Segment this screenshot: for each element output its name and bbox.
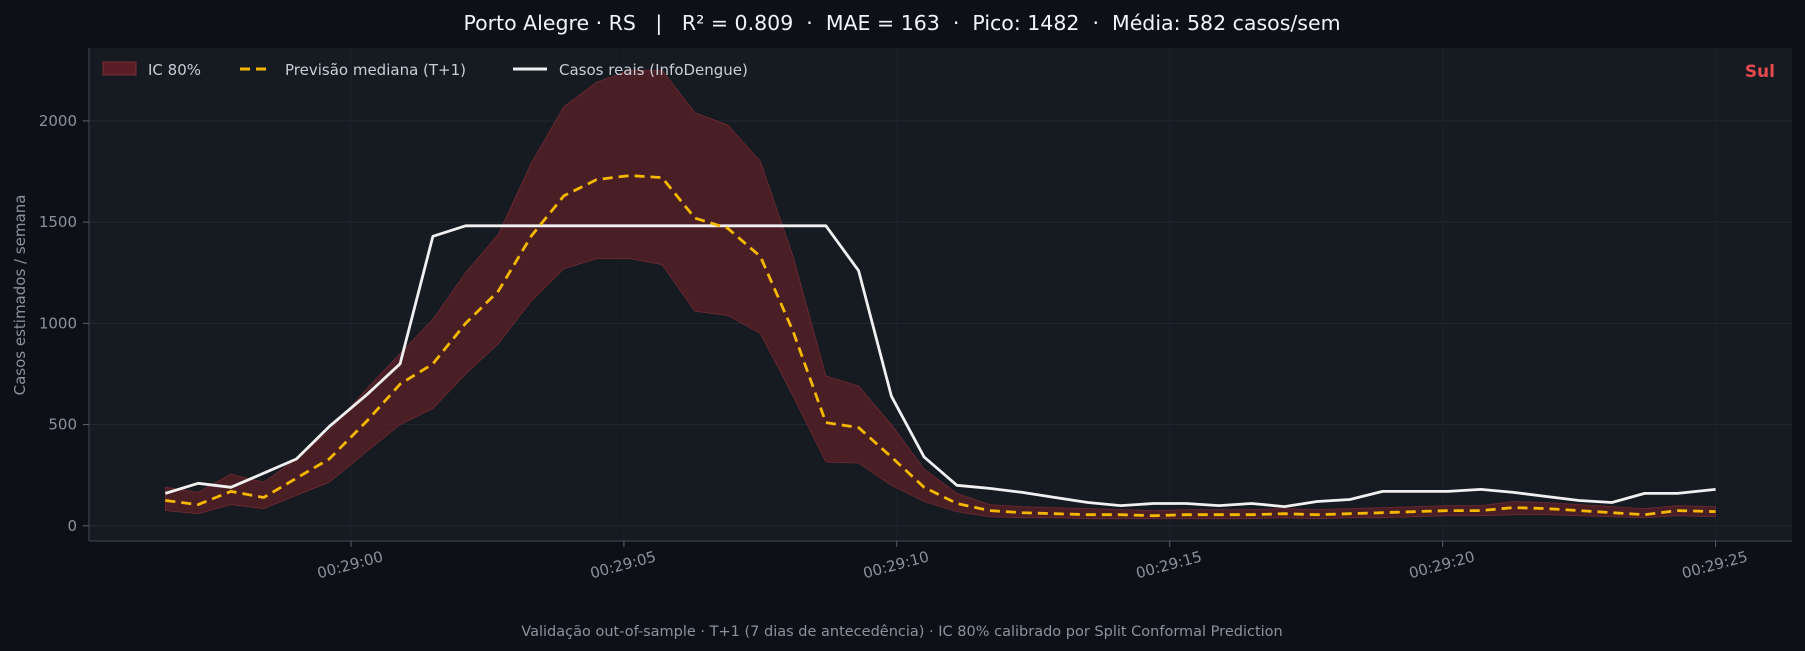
plot-area bbox=[89, 48, 1792, 541]
legend-band-swatch bbox=[102, 61, 137, 76]
series-lines-layer bbox=[164, 174, 1716, 518]
y-tick-label: 2000 bbox=[39, 112, 77, 130]
legend-forecast-label: Previsão mediana (T+1) bbox=[285, 61, 466, 79]
confidence-band-ic80 bbox=[165, 69, 1716, 520]
y-tick-label: 0 bbox=[67, 517, 77, 535]
y-tick-label: 500 bbox=[48, 416, 77, 434]
confidence-band-layer bbox=[165, 69, 1716, 520]
y-tick-label: 1500 bbox=[39, 213, 77, 231]
footer-note: Validação out-of-sample · T+1 (7 dias de… bbox=[521, 624, 1282, 640]
legend-actual-label: Casos reais (InfoDengue) bbox=[559, 61, 748, 79]
series-line-casos-reais bbox=[164, 224, 1716, 508]
legend: IC 80% Previsão mediana (T+1) Casos reai… bbox=[102, 61, 748, 79]
y-axis-label: Casos estimados / semana bbox=[11, 195, 29, 396]
region-label: Sul bbox=[1745, 62, 1775, 82]
series-line-previsao-mediana bbox=[165, 174, 1716, 518]
chart-title: Porto Alegre · RS | R² = 0.809 · MAE = 1… bbox=[463, 11, 1340, 36]
y-tick-label: 1000 bbox=[39, 314, 77, 332]
legend-band-label: IC 80% bbox=[148, 61, 201, 79]
